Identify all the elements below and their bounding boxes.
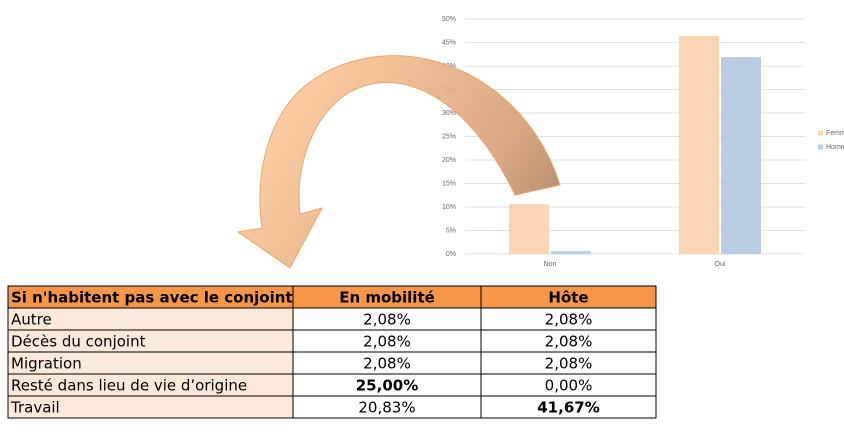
table-text: 0,00% [545,377,593,395]
y-tick-label: 25% [442,133,456,140]
table-text: Travail [10,399,60,417]
table-text: 20,83% [358,399,415,417]
table-text: 25,00% [356,377,418,395]
x-tick-label: Non [544,261,557,268]
table-cell [480,395,657,419]
table-text: 2,08% [545,311,593,329]
curved-arrow [236,55,561,269]
table-text: 2,08% [363,333,411,351]
y-tick-label: 30% [442,110,456,117]
y-tick-label: 45% [442,39,456,46]
legend-swatch [818,130,823,136]
chart: 0%5%10%15%20%25%30%35%40%45%50%NonOuiFem… [442,16,844,268]
y-tick-label: 0% [446,251,456,258]
table-text: Si n'habitent pas avec le conjoint [11,289,293,307]
legend-label: Femmes [826,130,844,137]
table-text: 2,08% [363,355,411,373]
table-text: 2,08% [363,311,411,329]
table-text: Hôte [548,289,588,307]
bar [679,35,719,254]
y-tick-label: 50% [442,16,456,23]
table-text: En mobilité [339,289,435,307]
bar [509,204,549,254]
y-tick-label: 20% [442,157,456,164]
table-text: 2,08% [545,355,593,373]
legend-label: Hommes [826,144,844,151]
y-tick-label: 10% [442,204,456,211]
legend-swatch [818,144,823,150]
table-text: 2,08% [545,333,593,351]
table: Si n'habitent pas avec le conjoint En mob… [7,285,657,419]
y-tick-label: 5% [446,227,456,234]
table-text: Resté dans lieu de vie d’origine [11,377,247,395]
x-tick-label: Oui [715,261,726,268]
table-text: 41,67% [537,399,599,417]
table-text: Autre [11,311,52,329]
bar [721,57,761,254]
bar [551,251,591,254]
table-text: Décès du conjoint [11,333,146,351]
y-tick-label: 15% [442,180,456,187]
table-text: Migration [11,355,82,373]
